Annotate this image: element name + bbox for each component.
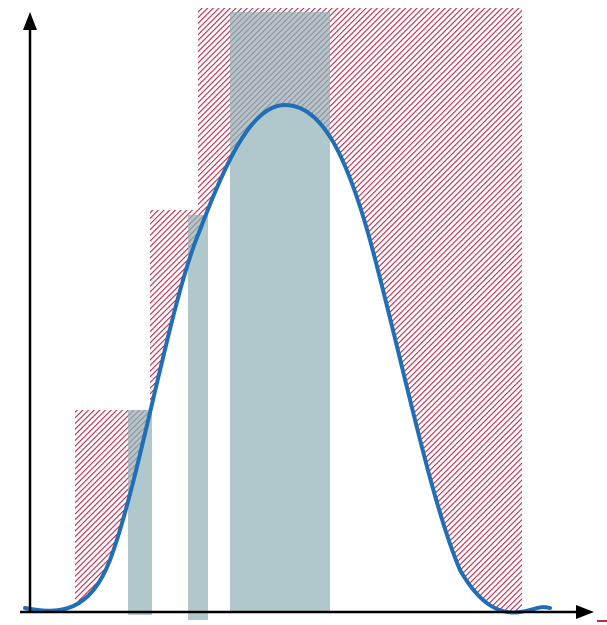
bar	[230, 12, 330, 612]
bar	[188, 215, 208, 620]
bar	[128, 410, 152, 615]
x-axis-arrow	[576, 605, 594, 619]
curve	[23, 102, 552, 615]
y-axis-arrow	[23, 12, 37, 30]
